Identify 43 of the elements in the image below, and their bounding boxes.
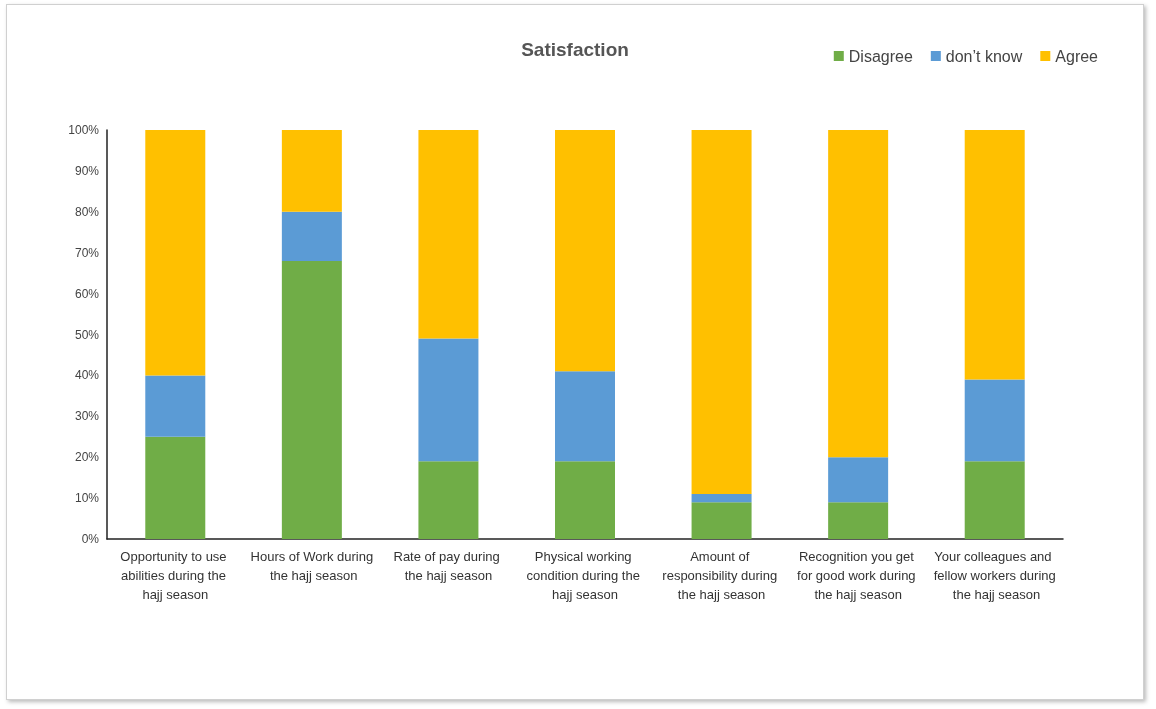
bar: [691, 494, 752, 503]
bar: [281, 130, 342, 212]
y-tick-label: 20%: [74, 450, 100, 465]
bar: [145, 375, 206, 437]
bar: [281, 211, 342, 261]
bar: [281, 260, 342, 539]
legend-label: don’t know: [945, 47, 1023, 65]
bar: [828, 502, 889, 539]
y-tick-label: 90%: [74, 163, 100, 178]
chart-title: Satisfaction: [521, 39, 629, 60]
bar: [964, 130, 1025, 380]
bar: [691, 502, 752, 539]
bar: [964, 461, 1025, 539]
bar: [418, 461, 479, 539]
y-tick-label: 30%: [74, 409, 100, 424]
x-tick-label: Physical working condition during the hajj season: [526, 549, 644, 602]
y-tick-label: 40%: [74, 368, 100, 383]
x-tick-label: Amount of responsibility during the hajj season: [662, 549, 781, 602]
y-tick-label: 10%: [74, 491, 100, 506]
bar: [145, 130, 206, 376]
bar: [555, 461, 615, 539]
x-tick-label: Hours of Work during the hajj season: [250, 549, 374, 583]
bar: [418, 338, 479, 462]
y-tick-label: 0%: [81, 532, 100, 546]
y-tick-label: 50%: [74, 327, 100, 342]
bar: [555, 130, 615, 372]
x-tick-label: Opportunity to use abilities during the hajj season: [120, 549, 231, 602]
bar: [418, 130, 479, 339]
bar: [555, 371, 615, 462]
y-tick-label: 80%: [74, 204, 100, 219]
legend-label: Agree: [1055, 47, 1099, 65]
bar: [828, 130, 889, 458]
y-tick-label: 60%: [74, 286, 100, 301]
x-tick-label: Recognition you get for good work during the hajj season: [797, 549, 920, 602]
bar: [964, 379, 1025, 462]
x-tick-label: Rate of pay during the hajj season: [393, 549, 504, 583]
legend-label: Disagree: [848, 47, 913, 65]
y-tick-label: 70%: [74, 245, 100, 260]
bar: [828, 457, 889, 503]
x-tick-label: Your colleagues and fellow workers during the hajj season: [933, 549, 1056, 602]
y-tick-label: 100%: [68, 123, 100, 137]
bar: [691, 130, 752, 495]
bar: [145, 436, 206, 539]
